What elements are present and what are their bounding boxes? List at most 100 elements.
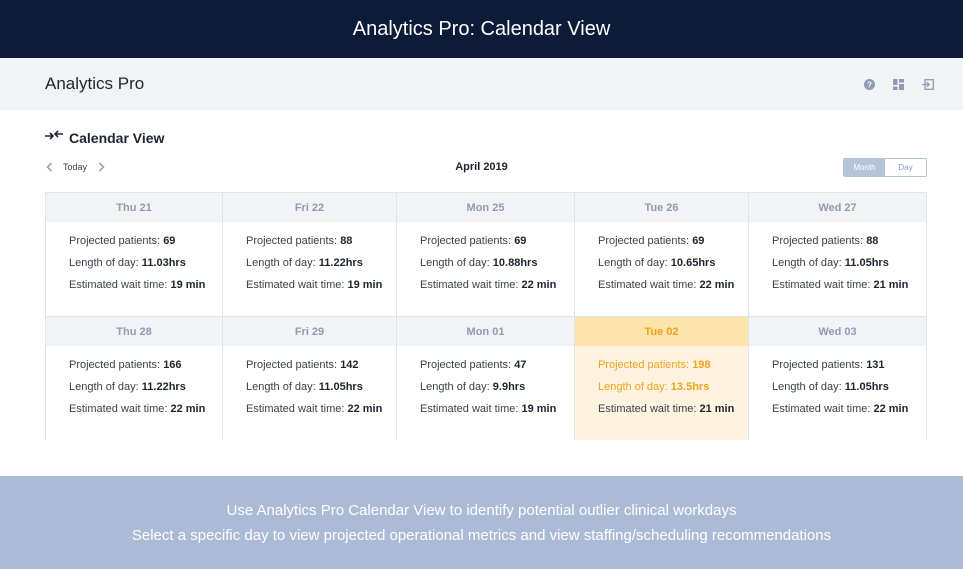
wait-value: 21 min	[873, 279, 909, 291]
header-actions: ?	[862, 77, 935, 92]
length-metric: Length of day: 11.22hrs	[69, 380, 222, 402]
patients-value: 47	[514, 359, 527, 371]
day-header: Tue 02	[575, 317, 748, 346]
wait-value: 22 min	[699, 279, 735, 291]
wait-metric: Estimated wait time: 21 min	[772, 278, 926, 300]
wait-label: Estimated wait time:	[772, 403, 871, 415]
length-value: 11.22hrs	[318, 257, 363, 269]
day-metrics: Projected patients: 88 Length of day: 11.…	[749, 222, 926, 300]
wait-value: 22 min	[347, 403, 383, 415]
patients-label: Projected patients:	[772, 235, 864, 247]
day-cell[interactable]: Tue 02 Projected patients: 198 Length of d…	[575, 317, 749, 440]
view-title: Calendar View	[69, 129, 165, 146]
day-view-button[interactable]: Day	[885, 159, 926, 176]
patients-label: Projected patients:	[420, 235, 512, 247]
day-header: Wed 03	[749, 317, 926, 346]
length-label: Length of day:	[246, 257, 316, 269]
day-cell[interactable]: Mon 01 Projected patients: 47 Length of da…	[397, 317, 575, 440]
day-cell[interactable]: Wed 27 Projected patients: 88 Length of da…	[749, 193, 926, 317]
length-value: 11.22hrs	[141, 381, 186, 393]
length-value: 10.65hrs	[670, 257, 716, 269]
help-icon[interactable]: ?	[862, 77, 877, 92]
dashboard-icon[interactable]	[891, 77, 906, 92]
length-value: 11.05hrs	[844, 381, 889, 393]
view-toggle: Month Day	[843, 158, 927, 177]
patients-metric: Projected patients: 88	[246, 234, 396, 256]
footer-line-1: Use Analytics Pro Calendar View to ident…	[226, 501, 737, 519]
length-label: Length of day:	[246, 381, 316, 393]
banner-title: Analytics Pro: Calendar View	[352, 17, 611, 40]
wait-metric: Estimated wait time: 22 min	[420, 278, 574, 300]
day-cell[interactable]: Thu 21 Projected patients: 69 Length of da…	[46, 193, 223, 317]
day-cell[interactable]: Fri 29 Projected patients: 142 Length of d…	[223, 317, 397, 440]
wait-label: Estimated wait time:	[69, 279, 168, 291]
day-metrics: Projected patients: 142 Length of day: 11…	[223, 346, 396, 424]
length-value: 10.88hrs	[492, 257, 538, 269]
day-metrics: Projected patients: 166 Length of day: 11…	[46, 346, 222, 424]
app-name: Analytics Pro	[45, 74, 145, 93]
day-metrics: Projected patients: 69 Length of day: 10.…	[397, 222, 574, 300]
logout-icon[interactable]	[920, 77, 935, 92]
wait-label: Estimated wait time:	[69, 403, 168, 415]
day-cell[interactable]: Fri 22 Projected patients: 88 Length of da…	[223, 193, 397, 317]
patients-value: 166	[163, 359, 182, 371]
wait-metric: Estimated wait time: 22 min	[69, 402, 222, 424]
length-value: 11.05hrs	[318, 381, 363, 393]
length-metric: Length of day: 11.05hrs	[772, 256, 926, 278]
patients-value: 69	[514, 235, 527, 247]
patients-metric: Projected patients: 47	[420, 358, 574, 380]
wait-value: 22 min	[170, 403, 206, 415]
day-cell[interactable]: Tue 26 Projected patients: 69 Length of da…	[575, 193, 749, 317]
today-button[interactable]: Today	[63, 162, 88, 172]
patients-label: Projected patients:	[598, 235, 690, 247]
chevron-left-icon[interactable]	[43, 160, 55, 174]
wait-label: Estimated wait time:	[598, 403, 697, 415]
wait-metric: Estimated wait time: 22 min	[772, 402, 926, 424]
length-metric: Length of day: 11.03hrs	[69, 256, 222, 278]
day-header: Fri 22	[223, 193, 396, 222]
length-label: Length of day:	[420, 257, 490, 269]
length-value: 9.9hrs	[492, 381, 526, 393]
patients-label: Projected patients:	[69, 235, 161, 247]
day-cell[interactable]: Mon 25 Projected patients: 69 Length of da…	[397, 193, 575, 317]
wait-value: 22 min	[521, 279, 557, 291]
patients-value: 131	[866, 359, 885, 371]
wait-label: Estimated wait time:	[420, 279, 519, 291]
day-cell[interactable]: Wed 03 Projected patients: 131 Length of d…	[749, 317, 926, 440]
patients-metric: Projected patients: 88	[772, 234, 926, 256]
collapse-arrows-icon[interactable]	[45, 128, 63, 147]
length-metric: Length of day: 11.22hrs	[246, 256, 396, 278]
length-label: Length of day:	[69, 257, 139, 269]
length-label: Length of day:	[598, 257, 668, 269]
day-metrics: Projected patients: 88 Length of day: 11.…	[223, 222, 396, 300]
length-metric: Length of day: 11.05hrs	[772, 380, 926, 402]
day-header: Mon 25	[397, 193, 574, 222]
patients-label: Projected patients:	[772, 359, 864, 371]
wait-metric: Estimated wait time: 19 min	[69, 278, 222, 300]
chevron-right-icon[interactable]	[95, 160, 107, 174]
month-view-button[interactable]: Month	[844, 159, 885, 176]
wait-metric: Estimated wait time: 22 min	[598, 278, 748, 300]
length-label: Length of day:	[69, 381, 139, 393]
wait-value: 19 min	[347, 279, 383, 291]
date-navigation: Today	[43, 160, 107, 174]
wait-metric: Estimated wait time: 21 min	[598, 402, 748, 424]
patients-value: 198	[692, 359, 711, 371]
day-header: Wed 27	[749, 193, 926, 222]
patients-value: 142	[340, 359, 359, 371]
length-value: 11.05hrs	[844, 257, 889, 269]
day-cell[interactable]: Thu 28 Projected patients: 166 Length of d…	[46, 317, 223, 440]
patients-metric: Projected patients: 198	[598, 358, 748, 380]
length-label: Length of day:	[772, 257, 842, 269]
wait-metric: Estimated wait time: 22 min	[246, 402, 396, 424]
patients-metric: Projected patients: 142	[246, 358, 396, 380]
length-metric: Length of day: 11.05hrs	[246, 380, 396, 402]
wait-label: Estimated wait time:	[598, 279, 697, 291]
day-metrics: Projected patients: 69 Length of day: 10.…	[575, 222, 748, 300]
length-metric: Length of day: 13.5hrs	[598, 380, 748, 402]
app-header: Analytics Pro ?	[0, 58, 963, 110]
length-value: 13.5hrs	[670, 381, 710, 393]
wait-label: Estimated wait time:	[772, 279, 871, 291]
current-month: April 2019	[455, 161, 508, 173]
view-heading: Calendar View	[45, 128, 164, 147]
